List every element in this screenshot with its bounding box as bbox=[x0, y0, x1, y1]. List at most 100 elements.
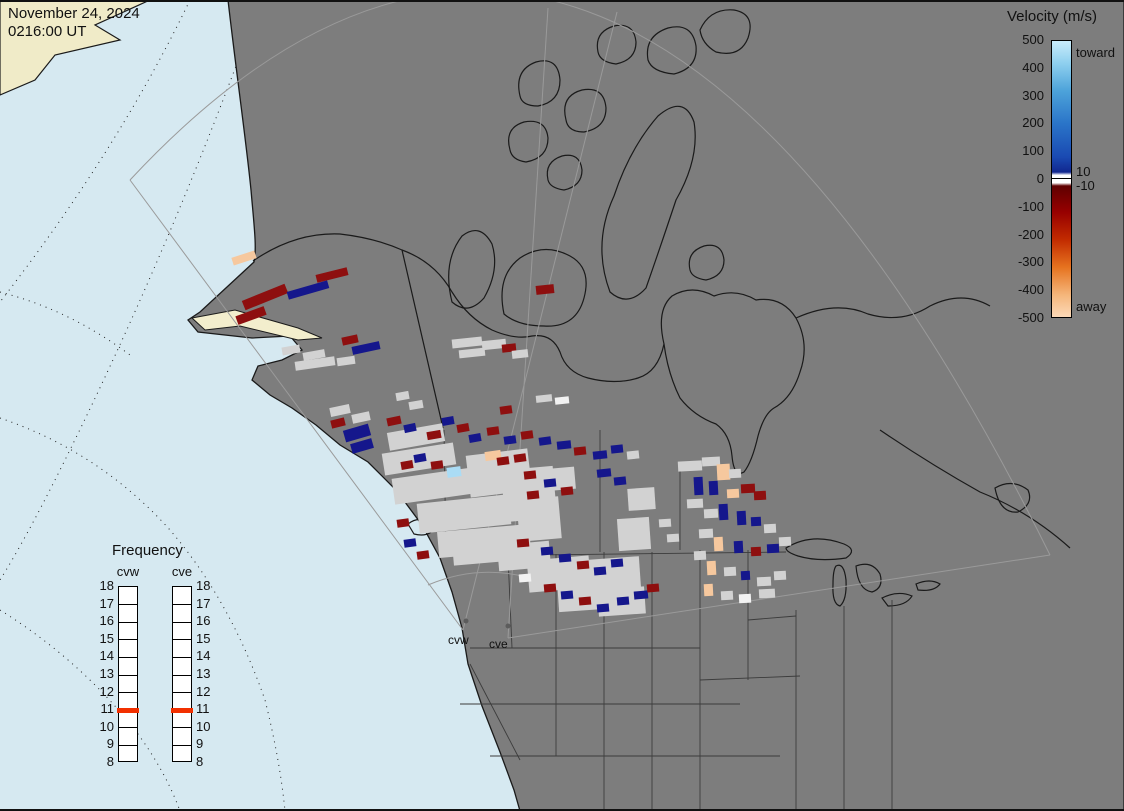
frequency-tick-label: 13 bbox=[196, 666, 211, 681]
velocity-tick-label: 200 bbox=[1022, 115, 1044, 131]
velocity-cell bbox=[516, 496, 562, 542]
velocity-tick-label: 500 bbox=[1022, 32, 1044, 47]
velocity-cell bbox=[726, 488, 740, 499]
velocity-cell bbox=[593, 566, 607, 576]
velocity-cell bbox=[701, 456, 721, 467]
velocity-cell bbox=[716, 463, 731, 481]
velocity-cell bbox=[330, 417, 346, 429]
frequency-tick-label: 15 bbox=[196, 630, 211, 646]
frequency-bar-segment-line bbox=[173, 674, 191, 676]
frequency-tick-label: 9 bbox=[106, 736, 114, 752]
velocity-colorbar bbox=[1051, 40, 1072, 318]
velocity-cell bbox=[560, 590, 574, 600]
velocity-cell bbox=[446, 466, 462, 478]
frequency-tick-label: 16 bbox=[196, 613, 211, 629]
frequency-tick-label: 13 bbox=[99, 666, 114, 681]
frequency-tick-label: 11 bbox=[196, 701, 210, 717]
velocity-cell bbox=[341, 334, 359, 346]
frequency-tick-label: 18 bbox=[99, 578, 114, 593]
frequency-bar-segment-line bbox=[173, 744, 191, 746]
velocity-cell bbox=[686, 498, 704, 509]
velocity-cell bbox=[718, 503, 729, 521]
frequency-bar-segment-line bbox=[173, 727, 191, 729]
frequency-bar-segment-line bbox=[173, 621, 191, 623]
velocity-cell bbox=[736, 510, 747, 526]
velocity-cell bbox=[543, 583, 557, 593]
frequency-bar-segment-line bbox=[119, 639, 137, 641]
bottom-frame-line bbox=[0, 809, 1124, 811]
velocity-cell bbox=[658, 518, 672, 528]
toward-label: toward bbox=[1076, 45, 1116, 60]
velocity-cell bbox=[496, 456, 510, 466]
north-america-landmass bbox=[187, 0, 1124, 811]
velocity-cell bbox=[336, 355, 356, 367]
velocity-cell bbox=[396, 518, 410, 528]
velocity-tick-label: 0 bbox=[1036, 171, 1044, 186]
velocity-cell bbox=[733, 540, 744, 554]
frequency-tick-label: 8 bbox=[106, 754, 114, 769]
velocity-cell bbox=[518, 573, 532, 583]
velocity-cell bbox=[556, 440, 572, 450]
velocity-cells-layer bbox=[231, 250, 792, 617]
velocity-cell bbox=[403, 422, 417, 434]
frequency-bar-segment-line bbox=[119, 744, 137, 746]
velocity-tick-label: -200 bbox=[1017, 226, 1044, 242]
velocity-cell bbox=[558, 553, 572, 563]
velocity-cell bbox=[578, 596, 592, 606]
frequency-column-label-cve: cve bbox=[171, 564, 193, 579]
velocity-cell bbox=[523, 470, 537, 480]
lower-threshold-label: -10 bbox=[1076, 178, 1095, 193]
velocity-cell bbox=[728, 468, 742, 479]
velocity-cell bbox=[535, 394, 553, 403]
velocity-cell bbox=[610, 444, 624, 454]
frequency-bar-segment-line bbox=[173, 656, 191, 658]
velocity-cell bbox=[540, 546, 554, 556]
frequency-tick-label: 11 bbox=[100, 701, 115, 717]
velocity-cell bbox=[693, 550, 707, 561]
velocity-cell bbox=[713, 536, 724, 552]
frequency-tick-label: 12 bbox=[196, 683, 211, 699]
frequency-bar-segment-line bbox=[119, 621, 137, 623]
frequency-legend-title: Frequency bbox=[112, 542, 183, 559]
velocity-cell bbox=[403, 538, 417, 548]
velocity-zero-tick bbox=[1051, 178, 1072, 179]
velocity-cell bbox=[441, 416, 455, 426]
velocity-cell bbox=[756, 576, 772, 587]
velocity-cell bbox=[626, 450, 640, 460]
velocity-cell bbox=[720, 590, 734, 601]
velocity-cell bbox=[708, 480, 719, 496]
velocity-tick-label: 400 bbox=[1022, 59, 1044, 75]
velocity-cell bbox=[286, 280, 330, 300]
velocity-cell bbox=[723, 566, 737, 577]
velocity-cell bbox=[386, 423, 446, 451]
velocity-cell bbox=[778, 536, 792, 547]
velocity-cell bbox=[395, 390, 410, 402]
velocity-cell bbox=[350, 438, 374, 454]
velocity-cell bbox=[520, 430, 534, 440]
velocity-cell bbox=[592, 450, 608, 460]
frequency-tick-label: 16 bbox=[99, 613, 114, 629]
velocity-cell bbox=[750, 546, 762, 557]
velocity-cell bbox=[633, 590, 649, 600]
velocity-cell bbox=[740, 570, 751, 581]
siberia-landmass bbox=[0, 0, 151, 96]
frequency-bar-cve bbox=[171, 586, 193, 762]
frequency-marker bbox=[117, 708, 139, 714]
velocity-cell bbox=[430, 460, 444, 470]
frequency-bar-segment-line bbox=[119, 727, 137, 729]
away-label: away bbox=[1076, 299, 1107, 314]
frequency-tick-label: 10 bbox=[196, 718, 211, 734]
velocity-cell bbox=[501, 343, 517, 353]
velocity-cell bbox=[456, 423, 470, 433]
radar-dot-cvw bbox=[463, 618, 469, 624]
velocity-cell bbox=[416, 550, 430, 560]
frequency-tick-label: 9 bbox=[196, 736, 204, 752]
velocity-cell bbox=[511, 349, 529, 359]
upper-threshold-label: 10 bbox=[1076, 164, 1091, 179]
date-line: November 24, 2024 bbox=[8, 5, 140, 22]
velocity-cell bbox=[538, 436, 552, 446]
velocity-cell bbox=[451, 336, 483, 349]
velocity-cell bbox=[666, 533, 680, 543]
